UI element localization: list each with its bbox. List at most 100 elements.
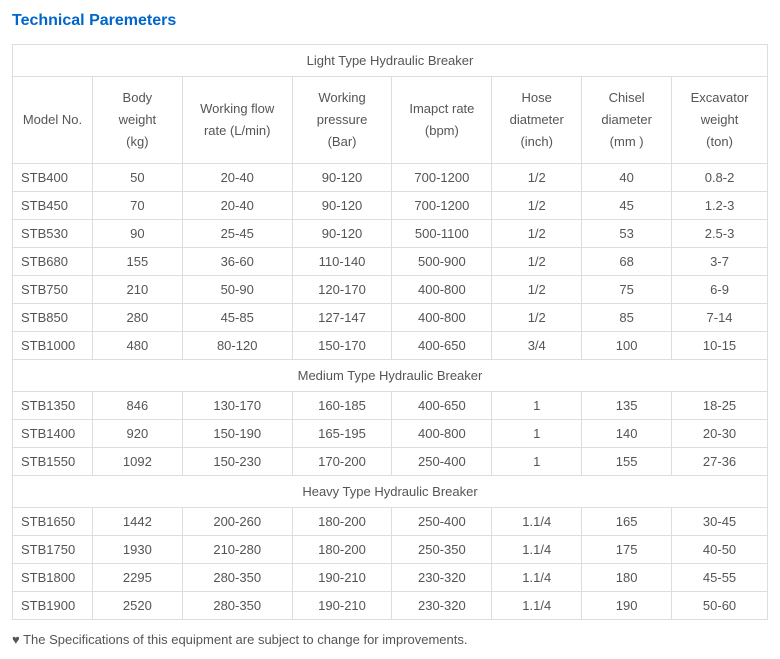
table-row: STB17501930210-280180-200250-3501.1/4175… (13, 536, 768, 564)
value-cell: 480 (92, 332, 182, 360)
value-cell: 500-900 (392, 248, 492, 276)
value-cell: 170-200 (292, 448, 392, 476)
value-cell: 2520 (92, 592, 182, 620)
value-cell: 7-14 (672, 304, 768, 332)
value-cell: 20-40 (182, 192, 292, 220)
value-cell: 180 (582, 564, 672, 592)
value-cell: 2295 (92, 564, 182, 592)
value-cell: 180-200 (292, 536, 392, 564)
value-cell: 1/2 (492, 164, 582, 192)
value-cell: 100 (582, 332, 672, 360)
model-cell: STB1800 (13, 564, 93, 592)
value-cell: 150-230 (182, 448, 292, 476)
value-cell: 155 (582, 448, 672, 476)
value-cell: 230-320 (392, 592, 492, 620)
value-cell: 45 (582, 192, 672, 220)
value-cell: 700-1200 (392, 164, 492, 192)
value-cell: 1930 (92, 536, 182, 564)
value-cell: 190 (582, 592, 672, 620)
value-cell: 45-85 (182, 304, 292, 332)
value-cell: 1/2 (492, 276, 582, 304)
table-row: STB4005020-4090-120700-12001/2400.8-2 (13, 164, 768, 192)
value-cell: 135 (582, 392, 672, 420)
value-cell: 130-170 (182, 392, 292, 420)
page-title: Technical Paremeters (12, 12, 768, 30)
value-cell: 1.1/4 (492, 592, 582, 620)
table-row: STB15501092150-230170-200250-400115527-3… (13, 448, 768, 476)
value-cell: 20-40 (182, 164, 292, 192)
value-cell: 50-60 (672, 592, 768, 620)
value-cell: 400-800 (392, 276, 492, 304)
value-cell: 127-147 (292, 304, 392, 332)
value-cell: 30-45 (672, 508, 768, 536)
value-cell: 50-90 (182, 276, 292, 304)
table-row: STB4507020-4090-120700-12001/2451.2-3 (13, 192, 768, 220)
model-cell: STB1350 (13, 392, 93, 420)
column-header: Hosediatmeter(inch) (492, 77, 582, 164)
value-cell: 36-60 (182, 248, 292, 276)
model-cell: STB1650 (13, 508, 93, 536)
value-cell: 190-210 (292, 592, 392, 620)
value-cell: 155 (92, 248, 182, 276)
spec-table: Light Type Hydraulic BreakerModel No.Bod… (12, 44, 768, 620)
value-cell: 280 (92, 304, 182, 332)
value-cell: 45-55 (672, 564, 768, 592)
value-cell: 70 (92, 192, 182, 220)
column-header: Excavatorweight(ton) (672, 77, 768, 164)
model-cell: STB1750 (13, 536, 93, 564)
table-row: STB75021050-90120-170400-8001/2756-9 (13, 276, 768, 304)
table-row: STB1350846130-170160-185400-650113518-25 (13, 392, 768, 420)
value-cell: 1/2 (492, 192, 582, 220)
value-cell: 1/2 (492, 220, 582, 248)
value-cell: 140 (582, 420, 672, 448)
value-cell: 3-7 (672, 248, 768, 276)
value-cell: 25-45 (182, 220, 292, 248)
value-cell: 180-200 (292, 508, 392, 536)
model-cell: STB1000 (13, 332, 93, 360)
section-label: Medium Type Hydraulic Breaker (13, 360, 768, 392)
value-cell: 400-800 (392, 420, 492, 448)
value-cell: 90-120 (292, 164, 392, 192)
table-row: STB16501442200-260180-200250-4001.1/4165… (13, 508, 768, 536)
value-cell: 250-350 (392, 536, 492, 564)
value-cell: 400-650 (392, 332, 492, 360)
value-cell: 120-170 (292, 276, 392, 304)
value-cell: 80-120 (182, 332, 292, 360)
value-cell: 280-350 (182, 592, 292, 620)
value-cell: 18-25 (672, 392, 768, 420)
value-cell: 10-15 (672, 332, 768, 360)
model-cell: STB450 (13, 192, 93, 220)
value-cell: 1442 (92, 508, 182, 536)
value-cell: 500-1100 (392, 220, 492, 248)
value-cell: 3/4 (492, 332, 582, 360)
value-cell: 27-36 (672, 448, 768, 476)
value-cell: 50 (92, 164, 182, 192)
column-header: Workingpressure(Bar) (292, 77, 392, 164)
value-cell: 75 (582, 276, 672, 304)
value-cell: 20-30 (672, 420, 768, 448)
value-cell: 0.8-2 (672, 164, 768, 192)
table-row: STB1400920150-190165-195400-800114020-30 (13, 420, 768, 448)
model-cell: STB750 (13, 276, 93, 304)
model-cell: STB400 (13, 164, 93, 192)
value-cell: 210-280 (182, 536, 292, 564)
value-cell: 200-260 (182, 508, 292, 536)
value-cell: 110-140 (292, 248, 392, 276)
section-label: Heavy Type Hydraulic Breaker (13, 476, 768, 508)
value-cell: 230-320 (392, 564, 492, 592)
value-cell: 85 (582, 304, 672, 332)
table-row: STB68015536-60110-140500-9001/2683-7 (13, 248, 768, 276)
table-row: STB100048080-120150-170400-6503/410010-1… (13, 332, 768, 360)
value-cell: 1 (492, 448, 582, 476)
value-cell: 68 (582, 248, 672, 276)
value-cell: 1 (492, 392, 582, 420)
value-cell: 1.1/4 (492, 508, 582, 536)
model-cell: STB1550 (13, 448, 93, 476)
column-header: Imapct rate(bpm) (392, 77, 492, 164)
column-header: Model No. (13, 77, 93, 164)
model-cell: STB850 (13, 304, 93, 332)
model-cell: STB680 (13, 248, 93, 276)
value-cell: 6-9 (672, 276, 768, 304)
value-cell: 2.5-3 (672, 220, 768, 248)
value-cell: 150-190 (182, 420, 292, 448)
